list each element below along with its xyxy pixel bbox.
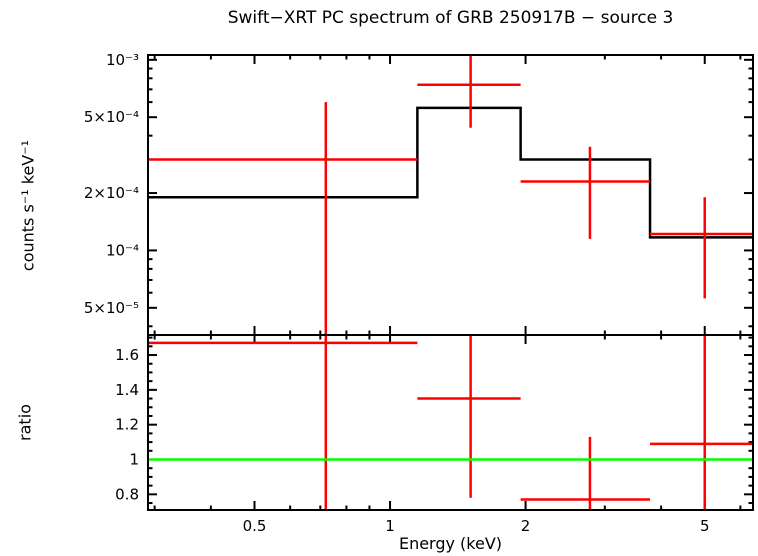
svg-text:0.5: 0.5 bbox=[243, 517, 267, 535]
x-axis-label-energy: Energy (keV) bbox=[398, 534, 503, 553]
svg-text:10⁻⁴: 10⁻⁴ bbox=[106, 241, 139, 259]
spectrum-data-points bbox=[148, 55, 753, 335]
svg-text:0.8: 0.8 bbox=[115, 485, 139, 503]
chart-title: Swift−XRT PC spectrum of GRB 250917B − s… bbox=[227, 8, 674, 28]
svg-text:2: 2 bbox=[521, 517, 531, 535]
axis-ticks bbox=[148, 55, 753, 510]
y-axis-label-counts: counts s⁻¹ keV⁻¹ bbox=[18, 139, 38, 272]
svg-text:1.2: 1.2 bbox=[115, 416, 139, 434]
svg-text:5×10⁻⁴: 5×10⁻⁴ bbox=[84, 108, 139, 126]
spectrum-panel-border bbox=[147, 54, 754, 336]
svg-text:5×10⁻⁵: 5×10⁻⁵ bbox=[84, 299, 139, 317]
svg-text:10⁻³: 10⁻³ bbox=[106, 51, 139, 69]
ratio-data-points bbox=[148, 335, 753, 510]
svg-text:1.4: 1.4 bbox=[115, 381, 139, 399]
svg-text:2×10⁻⁴: 2×10⁻⁴ bbox=[84, 184, 139, 202]
svg-text:5: 5 bbox=[700, 517, 710, 535]
y-axis-label-ratio: ratio bbox=[15, 404, 35, 441]
svg-text:1: 1 bbox=[129, 451, 139, 469]
svg-text:1.6: 1.6 bbox=[115, 346, 139, 364]
tick-labels: 0.5 1 2 5 10⁻³ 5×10⁻⁴ 2×10⁻⁴ 10⁻⁴ 5×10⁻⁵ 0.8 1 1.2 1… bbox=[84, 51, 710, 535]
ratio-panel-border bbox=[147, 334, 754, 511]
spectrum-model-line bbox=[148, 106, 753, 239]
svg-text:1: 1 bbox=[385, 517, 395, 535]
